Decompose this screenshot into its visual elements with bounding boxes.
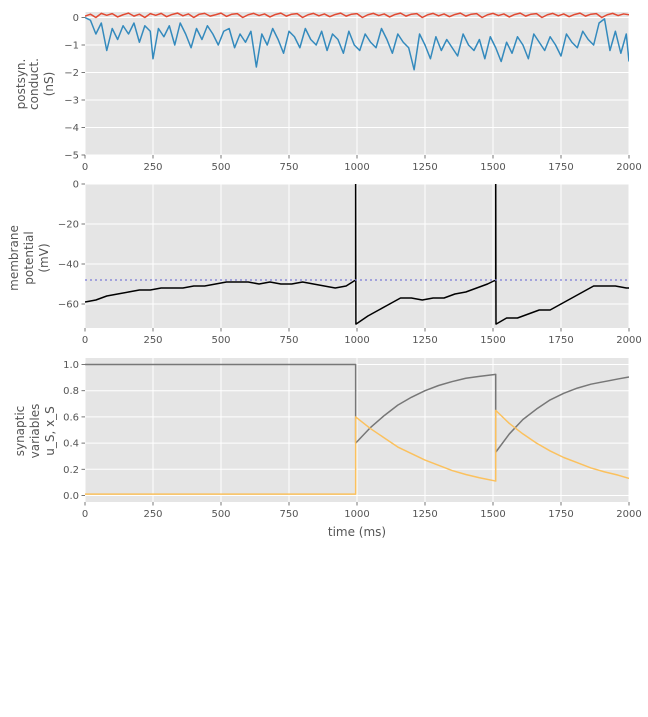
synaptic-ylabel-line-2: variables <box>28 404 42 459</box>
y-tick-label: 0 <box>73 180 79 191</box>
synaptic-variables-panel: 0 250 500 750 1000 1250 1500 1750 2000 0.0 0.2 0.4 0… <box>13 358 642 539</box>
y-tick-label: −20 <box>58 220 79 231</box>
y-tick-label: 0.4 <box>63 439 79 450</box>
membrane-potential-panel: 0 250 500 750 1000 1250 1500 1750 2000−60−40−200… <box>7 180 642 347</box>
x-tick-label: 750 <box>279 509 298 520</box>
x-tick-label: 250 <box>143 162 162 173</box>
x-tick-label: 1750 <box>548 162 573 173</box>
x-tick-label: 1750 <box>548 335 573 346</box>
y-tick-label: −3 <box>64 96 79 107</box>
y-tick-label: 0 <box>73 13 79 24</box>
y-tick-label: −60 <box>58 300 79 311</box>
x-tick-label: 750 <box>279 162 298 173</box>
series-line-1 <box>85 409 629 495</box>
membrane-series <box>85 184 629 325</box>
x-tick-label: 250 <box>143 509 162 520</box>
conductance-panel: 0 250 500 750 1000 1250 1500 1750 2000 −5 −4 −3 −2 −1… <box>14 12 642 173</box>
conductance-ylabel-line-2: conduct. <box>27 58 41 110</box>
x-tick-label: 1250 <box>412 335 437 346</box>
x-tick-label: 1250 <box>412 162 437 173</box>
x-tick-label: 0 <box>82 162 88 173</box>
y-tick-label: 0.0 <box>63 491 79 502</box>
x-tick-label: 1000 <box>344 335 369 346</box>
membrane-ylabel-line-1: membrane <box>7 225 21 291</box>
membrane-ylabel-line-2: potential <box>22 231 36 284</box>
conductance-ticks: 0 250 500 750 1000 1250 1500 1750 2000 −5 −4 −3 −2 −1… <box>64 13 641 173</box>
y-tick-label: −40 <box>58 260 79 271</box>
x-tick-label: 2000 <box>616 162 641 173</box>
y-tick-label: 0.6 <box>63 412 79 423</box>
x-tick-label: 1500 <box>480 162 505 173</box>
conductance-ylabel-line-3: (nS) <box>42 72 56 97</box>
conductance-series <box>85 12 629 71</box>
y-tick-label: −4 <box>64 123 79 134</box>
x-tick-label: 750 <box>279 335 298 346</box>
x-tick-label: 500 <box>211 509 230 520</box>
x-tick-label: 1250 <box>412 509 437 520</box>
membrane-grid <box>84 183 630 328</box>
x-tick-label: 0 <box>82 509 88 520</box>
x-tick-label: 0 <box>82 335 88 346</box>
x-tick-label: 1000 <box>344 509 369 520</box>
synaptic-ylabel-line-3: u_S, x_S <box>43 406 57 456</box>
y-tick-label: −5 <box>64 151 79 162</box>
y-tick-label: −1 <box>64 41 79 52</box>
x-tick-label: 2000 <box>616 509 641 520</box>
series-line-0 <box>85 363 629 453</box>
x-tick-label: 250 <box>143 335 162 346</box>
x-tick-label: 500 <box>211 335 230 346</box>
conductance-ylabel-line-1: postsyn. <box>14 59 28 110</box>
synaptic-xlabel: time (ms) <box>328 525 386 539</box>
y-tick-label: 0.2 <box>63 465 79 476</box>
x-tick-label: 1500 <box>480 509 505 520</box>
y-tick-label: 0.8 <box>63 386 79 397</box>
y-tick-label: 1.0 <box>63 360 79 371</box>
x-tick-label: 1000 <box>344 162 369 173</box>
series-line-0 <box>85 184 629 325</box>
synaptic-series <box>85 363 629 495</box>
series-line-0 <box>85 16 629 71</box>
series-line-1 <box>85 12 629 19</box>
membrane-ticks: 0 250 500 750 1000 1250 1500 1750 2000 −60 −40 −20 0 <box>58 180 642 347</box>
x-tick-label: 500 <box>211 162 230 173</box>
synaptic-ylabel-line-1: synaptic <box>13 406 27 457</box>
x-tick-label: 1750 <box>548 509 573 520</box>
x-tick-label: 1500 <box>480 335 505 346</box>
x-tick-label: 2000 <box>616 335 641 346</box>
y-tick-label: −2 <box>64 68 79 79</box>
membrane-ylabel-line-3: (mV) <box>37 243 51 272</box>
synaptic-ticks: 0 250 500 750 1000 1250 1500 1750 2000 0.0 0.2 0.4 0… <box>63 360 642 520</box>
